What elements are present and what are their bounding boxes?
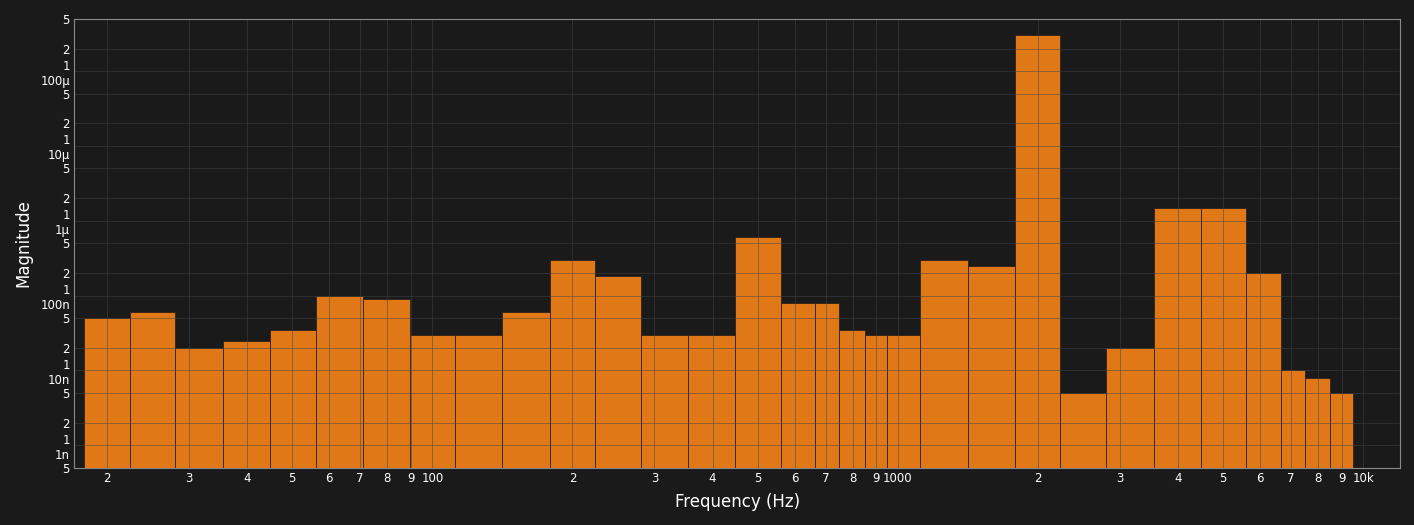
Bar <box>315 296 363 525</box>
Bar <box>1154 207 1200 525</box>
Bar <box>1247 273 1281 525</box>
Bar <box>1331 393 1353 525</box>
Bar <box>1060 393 1106 525</box>
Bar <box>1305 377 1331 525</box>
Bar <box>85 318 130 525</box>
Bar <box>887 334 921 525</box>
Bar <box>410 334 455 525</box>
Bar <box>1281 370 1305 525</box>
Bar <box>839 330 864 525</box>
Bar <box>595 277 641 525</box>
Bar <box>921 260 967 525</box>
Bar <box>1200 207 1247 525</box>
Bar <box>550 260 595 525</box>
Bar <box>455 334 502 525</box>
Bar <box>781 303 814 525</box>
Bar <box>1353 475 1374 525</box>
X-axis label: Frequency (Hz): Frequency (Hz) <box>674 493 800 511</box>
Bar <box>735 237 781 525</box>
Bar <box>1106 348 1154 525</box>
Bar <box>1015 36 1060 525</box>
Bar <box>223 341 270 525</box>
Y-axis label: Magnitude: Magnitude <box>14 200 33 287</box>
Bar <box>175 348 223 525</box>
Bar <box>689 334 735 525</box>
Bar <box>814 303 839 525</box>
Bar <box>967 266 1015 525</box>
Bar <box>130 312 175 525</box>
Bar <box>502 312 550 525</box>
Bar <box>864 334 887 525</box>
Bar <box>641 334 689 525</box>
Bar <box>363 299 410 525</box>
Bar <box>270 330 315 525</box>
